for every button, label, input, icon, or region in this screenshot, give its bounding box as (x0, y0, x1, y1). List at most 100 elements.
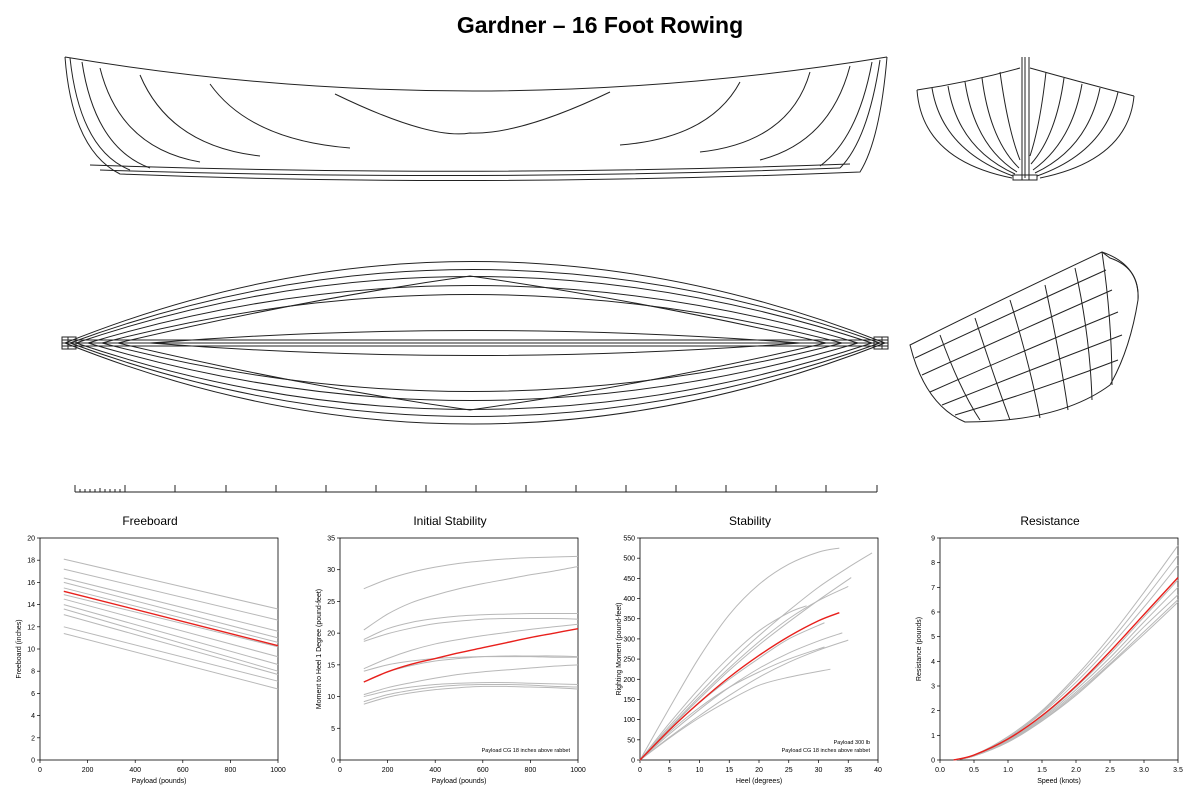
page-title: Gardner – 16 Foot Rowing (456, 12, 744, 38)
y-tick-label: 6 (931, 610, 935, 617)
y-tick-label: 10 (327, 694, 335, 701)
chart-svg: 0.0 0.5 1.0 1.5 2.0 2.5 3.0 3.5 0 1 2 3 4 5 6 7 8 9 Speed … (916, 536, 1183, 786)
x-tick-label: 600 (477, 767, 489, 774)
plot-frame (339, 537, 579, 761)
x-tick-label: 3.5 (1173, 767, 1183, 774)
comparison-series-line (639, 632, 843, 761)
stability-chart: Stability 0 5 10 15 20 25 30 35 40 0 50 100 150 200 25… (600, 514, 900, 800)
y-tick-label: 14 (27, 602, 35, 609)
plot-frame (39, 537, 279, 761)
y-tick-label: 18 (27, 558, 35, 565)
plan-view (61, 261, 889, 425)
y-tick-label: 16 (27, 580, 35, 587)
y-tick-label: 6 (31, 691, 35, 698)
x-tick-label: 0 (38, 767, 42, 774)
x-axis-label: Speed (knots) (1037, 778, 1081, 785)
comparison-series-line (639, 646, 825, 761)
y-tick-label: 9 (931, 536, 935, 543)
comparison-series-line (639, 547, 840, 761)
y-tick-label: 20 (27, 536, 35, 543)
x-tick-label: 25 (785, 767, 793, 774)
chart-svg: 0 5 10 15 20 25 30 35 40050100150200250300350400… (616, 536, 882, 786)
comparison-series-line (363, 623, 579, 670)
comparison-series-line (363, 683, 579, 703)
y-tick-label: 30 (327, 567, 335, 574)
y-tick-label: 2 (31, 735, 35, 742)
y-tick-label: 8 (31, 669, 35, 676)
x-tick-label: 2.5 (1105, 767, 1115, 774)
y-tick-label: 300 (623, 636, 635, 643)
comparison-series-line (363, 566, 579, 631)
comparison-series-line (953, 564, 1179, 761)
y-tick-label: 7 (931, 585, 935, 592)
profile-view (64, 56, 888, 182)
x-tick-label: 0 (638, 767, 642, 774)
y-tick-label: 150 (623, 697, 635, 704)
y-axis-label: Righting Moment (pound-feet) (616, 603, 623, 696)
y-tick-label: 25 (327, 599, 335, 606)
y-tick-label: 1 (931, 733, 935, 740)
comparison-series-line (63, 626, 279, 682)
comparison-series-line (639, 639, 849, 761)
y-tick-label: 4 (31, 713, 35, 720)
y-tick-label: 50 (627, 737, 635, 744)
x-axis-label: Payload (pounds) (132, 778, 187, 785)
comparison-series-line (363, 612, 578, 640)
resistance-chart: Resistance 0.0 0.5 1.0 1.5 2.0 2.5 3.0 3.5 0 1 2 3 4… (900, 514, 1200, 800)
chart-note: Payload CG 18 inches above rabbet (482, 748, 571, 754)
x-tick-label: 600 (177, 767, 189, 774)
comparison-series-line (639, 552, 873, 761)
x-tick-label: 20 (755, 767, 763, 774)
comparison-series-line (63, 604, 279, 666)
x-tick-label: 800 (225, 767, 237, 774)
y-tick-label: 0 (31, 758, 35, 765)
plot-frame (939, 537, 1179, 761)
y-tick-label: 350 (623, 616, 635, 623)
x-tick-label: 0.0 (935, 767, 945, 774)
comparison-series-line (63, 577, 279, 632)
chart-svg: 0 200 400 600 800 1000 0 5 10 15 20 25 30 35 Payload (… (316, 536, 586, 786)
y-axis-label: Freeboard (inches) (16, 619, 23, 678)
comparison-series-line (639, 577, 852, 761)
comparison-series-line (953, 601, 1179, 761)
x-tick-label: 30 (815, 767, 823, 774)
comparison-series-line (63, 594, 279, 648)
boat-lines-drawing (61, 56, 1139, 493)
x-tick-label: 3.0 (1139, 767, 1149, 774)
x-tick-label: 800 (525, 767, 537, 774)
y-tick-label: 250 (623, 657, 635, 664)
chart-note: Payload CG 18 inches above rabbet (782, 748, 871, 754)
x-tick-label: 10 (696, 767, 704, 774)
chart-note: Payload 300 lb (834, 740, 870, 746)
highlight-series-line (953, 576, 1179, 761)
x-tick-label: 35 (844, 767, 852, 774)
x-tick-label: 400 (129, 767, 141, 774)
comparison-series-line (953, 599, 1179, 761)
comparison-series-line (639, 668, 831, 761)
x-tick-label: 2.0 (1071, 767, 1081, 774)
comparison-series-line (63, 558, 279, 610)
x-tick-label: 1000 (570, 767, 586, 774)
comparison-series-line (363, 682, 579, 698)
x-tick-label: 0.5 (969, 767, 979, 774)
comparison-series-line (63, 587, 279, 643)
y-tick-label: 0 (931, 758, 935, 765)
y-tick-label: 100 (623, 717, 635, 724)
y-tick-label: 0 (631, 758, 635, 765)
y-tick-label: 2 (931, 708, 935, 715)
comparison-series-line (639, 585, 849, 761)
y-tick-label: 500 (623, 556, 635, 563)
y-tick-label: 10 (27, 647, 35, 654)
x-tick-label: 40 (874, 767, 882, 774)
x-tick-label: 1000 (270, 767, 286, 774)
scale-bar (74, 485, 878, 493)
comparison-series-line (953, 545, 1179, 761)
comparison-series-line (63, 581, 279, 639)
y-tick-label: 5 (931, 634, 935, 641)
y-tick-label: 4 (931, 659, 935, 666)
x-tick-label: 5 (668, 767, 672, 774)
chart-svg: 0 200 400 600 800 1000 0 2 4 6 8 10 12 14 16 18 20 Payloa… (16, 536, 286, 786)
highlight-series-line (639, 612, 840, 761)
y-axis-label: Moment to Heel 1 Degree (pound-feet) (316, 589, 323, 709)
y-tick-label: 8 (931, 560, 935, 567)
